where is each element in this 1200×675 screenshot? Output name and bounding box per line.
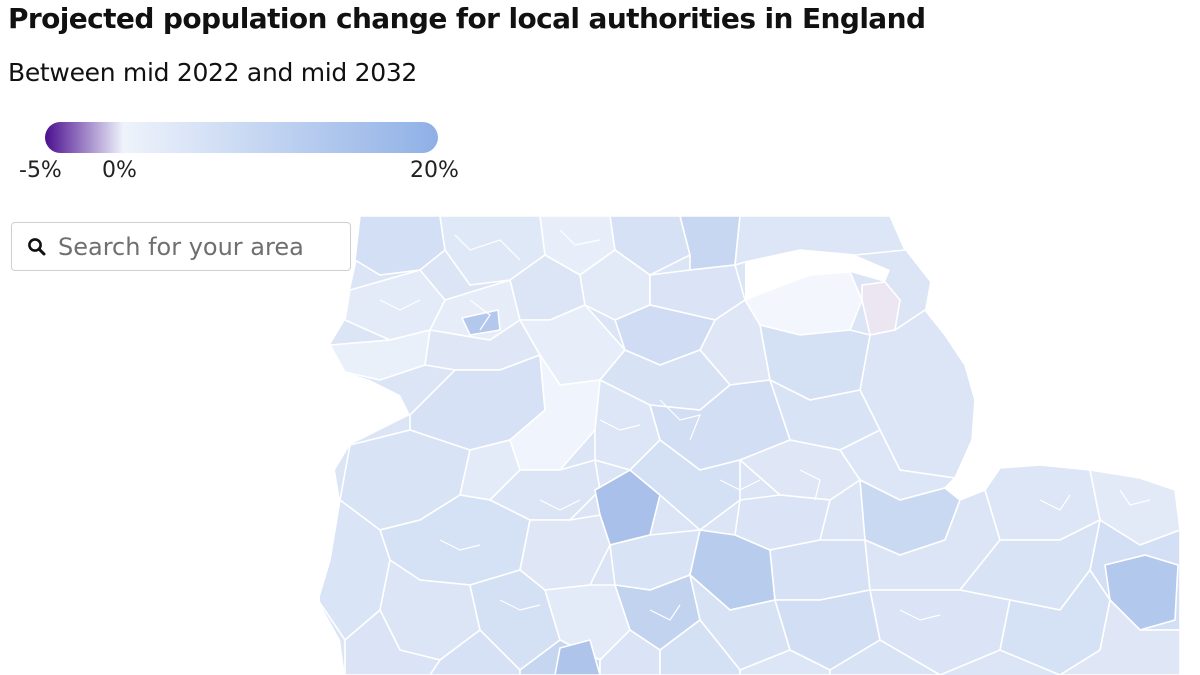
search-icon (22, 232, 52, 262)
page-subtitle: Between mid 2022 and mid 2032 (8, 58, 418, 87)
legend-gradient-bar (45, 122, 438, 153)
page-title: Projected population change for local au… (8, 2, 926, 35)
england-choropleth-map[interactable] (320, 216, 1200, 675)
area-east-riding[interactable] (734, 216, 907, 267)
humber-estuary (745, 250, 890, 300)
area-suffolk-east[interactable] (1058, 598, 1181, 675)
the-wash (945, 425, 1000, 500)
area-braintree[interactable] (829, 639, 942, 675)
legend-zero-label: 0% (102, 158, 137, 183)
area-search-input[interactable] (58, 232, 340, 261)
color-legend: -5% 0% 20% (0, 118, 500, 188)
area-search-box[interactable] (11, 222, 351, 271)
area-peterborough[interactable] (769, 539, 871, 601)
legend-min-label: -5% (19, 158, 62, 183)
area-leicestershire[interactable] (628, 438, 741, 532)
legend-max-label: 20% (410, 158, 459, 183)
area-aylesbury[interactable] (554, 639, 601, 675)
district-boundary-lines (379, 229, 1151, 621)
